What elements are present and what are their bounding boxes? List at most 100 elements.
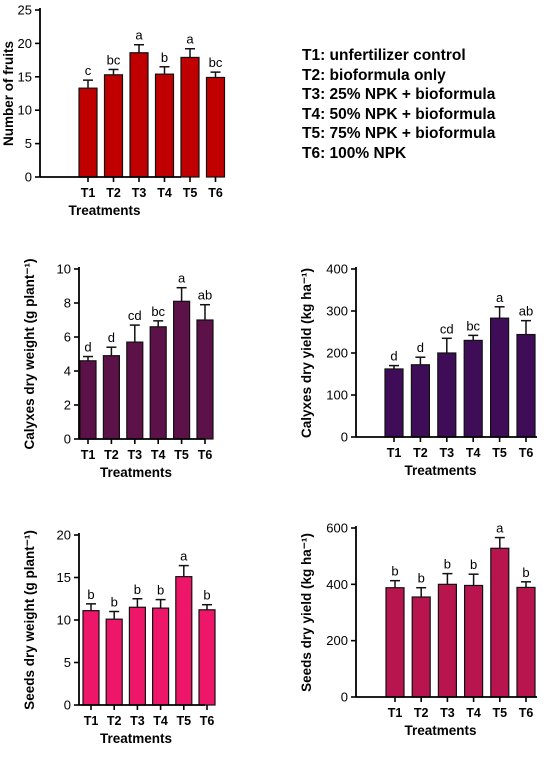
bar-t2 — [411, 596, 431, 698]
x-tick-label: T3 — [440, 706, 455, 720]
y-tick-label: 6 — [64, 330, 71, 345]
y-axis-title: Seeds dry weight (g plant⁻¹) — [22, 530, 37, 710]
bar-t3 — [129, 52, 149, 178]
bar-t3 — [437, 352, 457, 438]
bar-t2 — [102, 355, 121, 440]
bar-t4 — [149, 326, 167, 440]
bar-t1 — [79, 360, 97, 440]
significance-letter: a — [178, 271, 186, 286]
bar-t4 — [463, 339, 483, 438]
y-tick-label: 10 — [57, 262, 71, 277]
x-tick-label: T6 — [519, 706, 534, 720]
x-tick-label: T2 — [104, 448, 119, 462]
x-tick-label: T3 — [130, 714, 145, 728]
bar-t4 — [154, 73, 175, 178]
x-tick-label: T4 — [151, 448, 166, 462]
chart-calyxes-yield: 0 100 200 300 400 d T1 d T2 cd T3 bc T4 a T5 ab T6 Treatm… — [299, 262, 537, 478]
significance-letter: a — [135, 28, 143, 43]
x-axis-title: Treatments — [404, 463, 476, 478]
legend-item-t1: T1: unfertilizer control — [302, 47, 466, 64]
y-tick-label: 8 — [64, 296, 71, 311]
bar-t5 — [180, 56, 200, 178]
legend-item-t3: T3: 25% NPK + bioformula — [302, 86, 496, 104]
x-tick-label: T4 — [466, 446, 481, 460]
significance-letter: bc — [466, 318, 480, 333]
x-axis-title: Treatments — [100, 465, 172, 480]
significance-letter: cd — [128, 308, 142, 323]
significance-letter: ab — [198, 288, 212, 303]
x-tick-label: T5 — [183, 186, 198, 200]
significance-letter: b — [522, 565, 529, 580]
significance-letter: b — [203, 588, 210, 603]
bar-t3 — [128, 606, 146, 706]
x-tick-label: T4 — [157, 186, 172, 200]
bar-t4 — [464, 584, 484, 698]
x-tick-label: T6 — [208, 186, 223, 200]
significance-letter: b — [111, 595, 118, 610]
x-tick-label: T1 — [388, 706, 403, 720]
y-tick-label: 2 — [64, 398, 71, 413]
y-axis-title: Number of fruits — [1, 41, 16, 146]
bar-t3 — [126, 341, 144, 440]
y-tick-label: 20 — [57, 528, 71, 543]
y-tick-label: 200 — [326, 346, 348, 361]
y-tick-label: 100 — [326, 388, 348, 403]
y-tick-label: 5 — [25, 136, 32, 151]
y-tick-label: 4 — [64, 364, 71, 379]
y-tick-label: 10 — [57, 613, 71, 628]
x-tick-label: T5 — [492, 446, 507, 460]
bar-t4 — [152, 607, 170, 706]
y-axis-title: Calyxes dry weight (g plant⁻¹) — [22, 259, 37, 450]
x-tick-label: T2 — [107, 714, 122, 728]
bar-t1 — [78, 87, 98, 178]
x-tick-label: T3 — [440, 446, 455, 460]
x-tick-label: T5 — [493, 706, 508, 720]
y-axis-title: Seeds dry yield (kg ha⁻¹) — [299, 533, 314, 692]
significance-letter: cd — [440, 321, 454, 336]
significance-letter: b — [157, 583, 164, 598]
bar-t2 — [105, 618, 123, 706]
significance-letter: d — [417, 340, 424, 355]
bar-t5 — [175, 576, 193, 706]
x-tick-label: T2 — [413, 446, 428, 460]
y-tick-label: 0 — [64, 432, 71, 447]
chart-calyxes-weight: 0 2 4 6 8 10 d T1 d T2 cd T3 bc T4 a T5 ab T6 Treatments Ca… — [22, 259, 214, 480]
chart-fruits: 0 5 10 15 20 25 c T1 bc T2 a T3 b T4 a T5 bc T6 Treatments… — [1, 3, 226, 218]
y-tick-label: 0 — [341, 690, 348, 705]
significance-letter: b — [444, 557, 451, 572]
bar-t5 — [490, 547, 510, 698]
x-tick-label: T1 — [84, 714, 99, 728]
bar-t1 — [384, 368, 404, 438]
x-tick-label: T1 — [387, 446, 402, 460]
y-tick-label: 20 — [18, 36, 32, 51]
significance-letter: a — [186, 32, 194, 47]
significance-letter: a — [496, 521, 504, 536]
x-tick-label: T6 — [198, 448, 213, 462]
x-tick-label: T3 — [132, 186, 147, 200]
y-tick-label: 5 — [64, 655, 71, 670]
legend-item-t2: T2: bioformula only — [302, 66, 446, 84]
legend-item-t6: T6: 100% NPK — [302, 144, 407, 162]
y-tick-label: 300 — [326, 304, 348, 319]
x-axis-title: Treatments — [404, 723, 476, 738]
y-tick-label: 10 — [18, 103, 32, 118]
x-tick-label: T5 — [174, 448, 189, 462]
significance-letter: c — [85, 63, 92, 78]
x-tick-label: T1 — [81, 186, 96, 200]
significance-letter: d — [390, 349, 397, 364]
bar-t5 — [173, 300, 191, 440]
x-tick-label: T6 — [200, 714, 215, 728]
y-tick-label: 400 — [326, 262, 348, 277]
bar-t6 — [198, 609, 216, 706]
y-tick-label: 0 — [341, 430, 348, 445]
bar-t3 — [437, 583, 457, 698]
x-axis-title: Treatments — [68, 203, 140, 218]
significance-letter: a — [496, 290, 504, 305]
significance-letter: bc — [209, 55, 223, 70]
bar-t1 — [82, 610, 100, 706]
x-tick-label: T2 — [106, 186, 121, 200]
significance-letter: a — [180, 549, 188, 564]
significance-letter: b — [391, 564, 398, 579]
x-axis-title: Treatments — [100, 731, 172, 746]
